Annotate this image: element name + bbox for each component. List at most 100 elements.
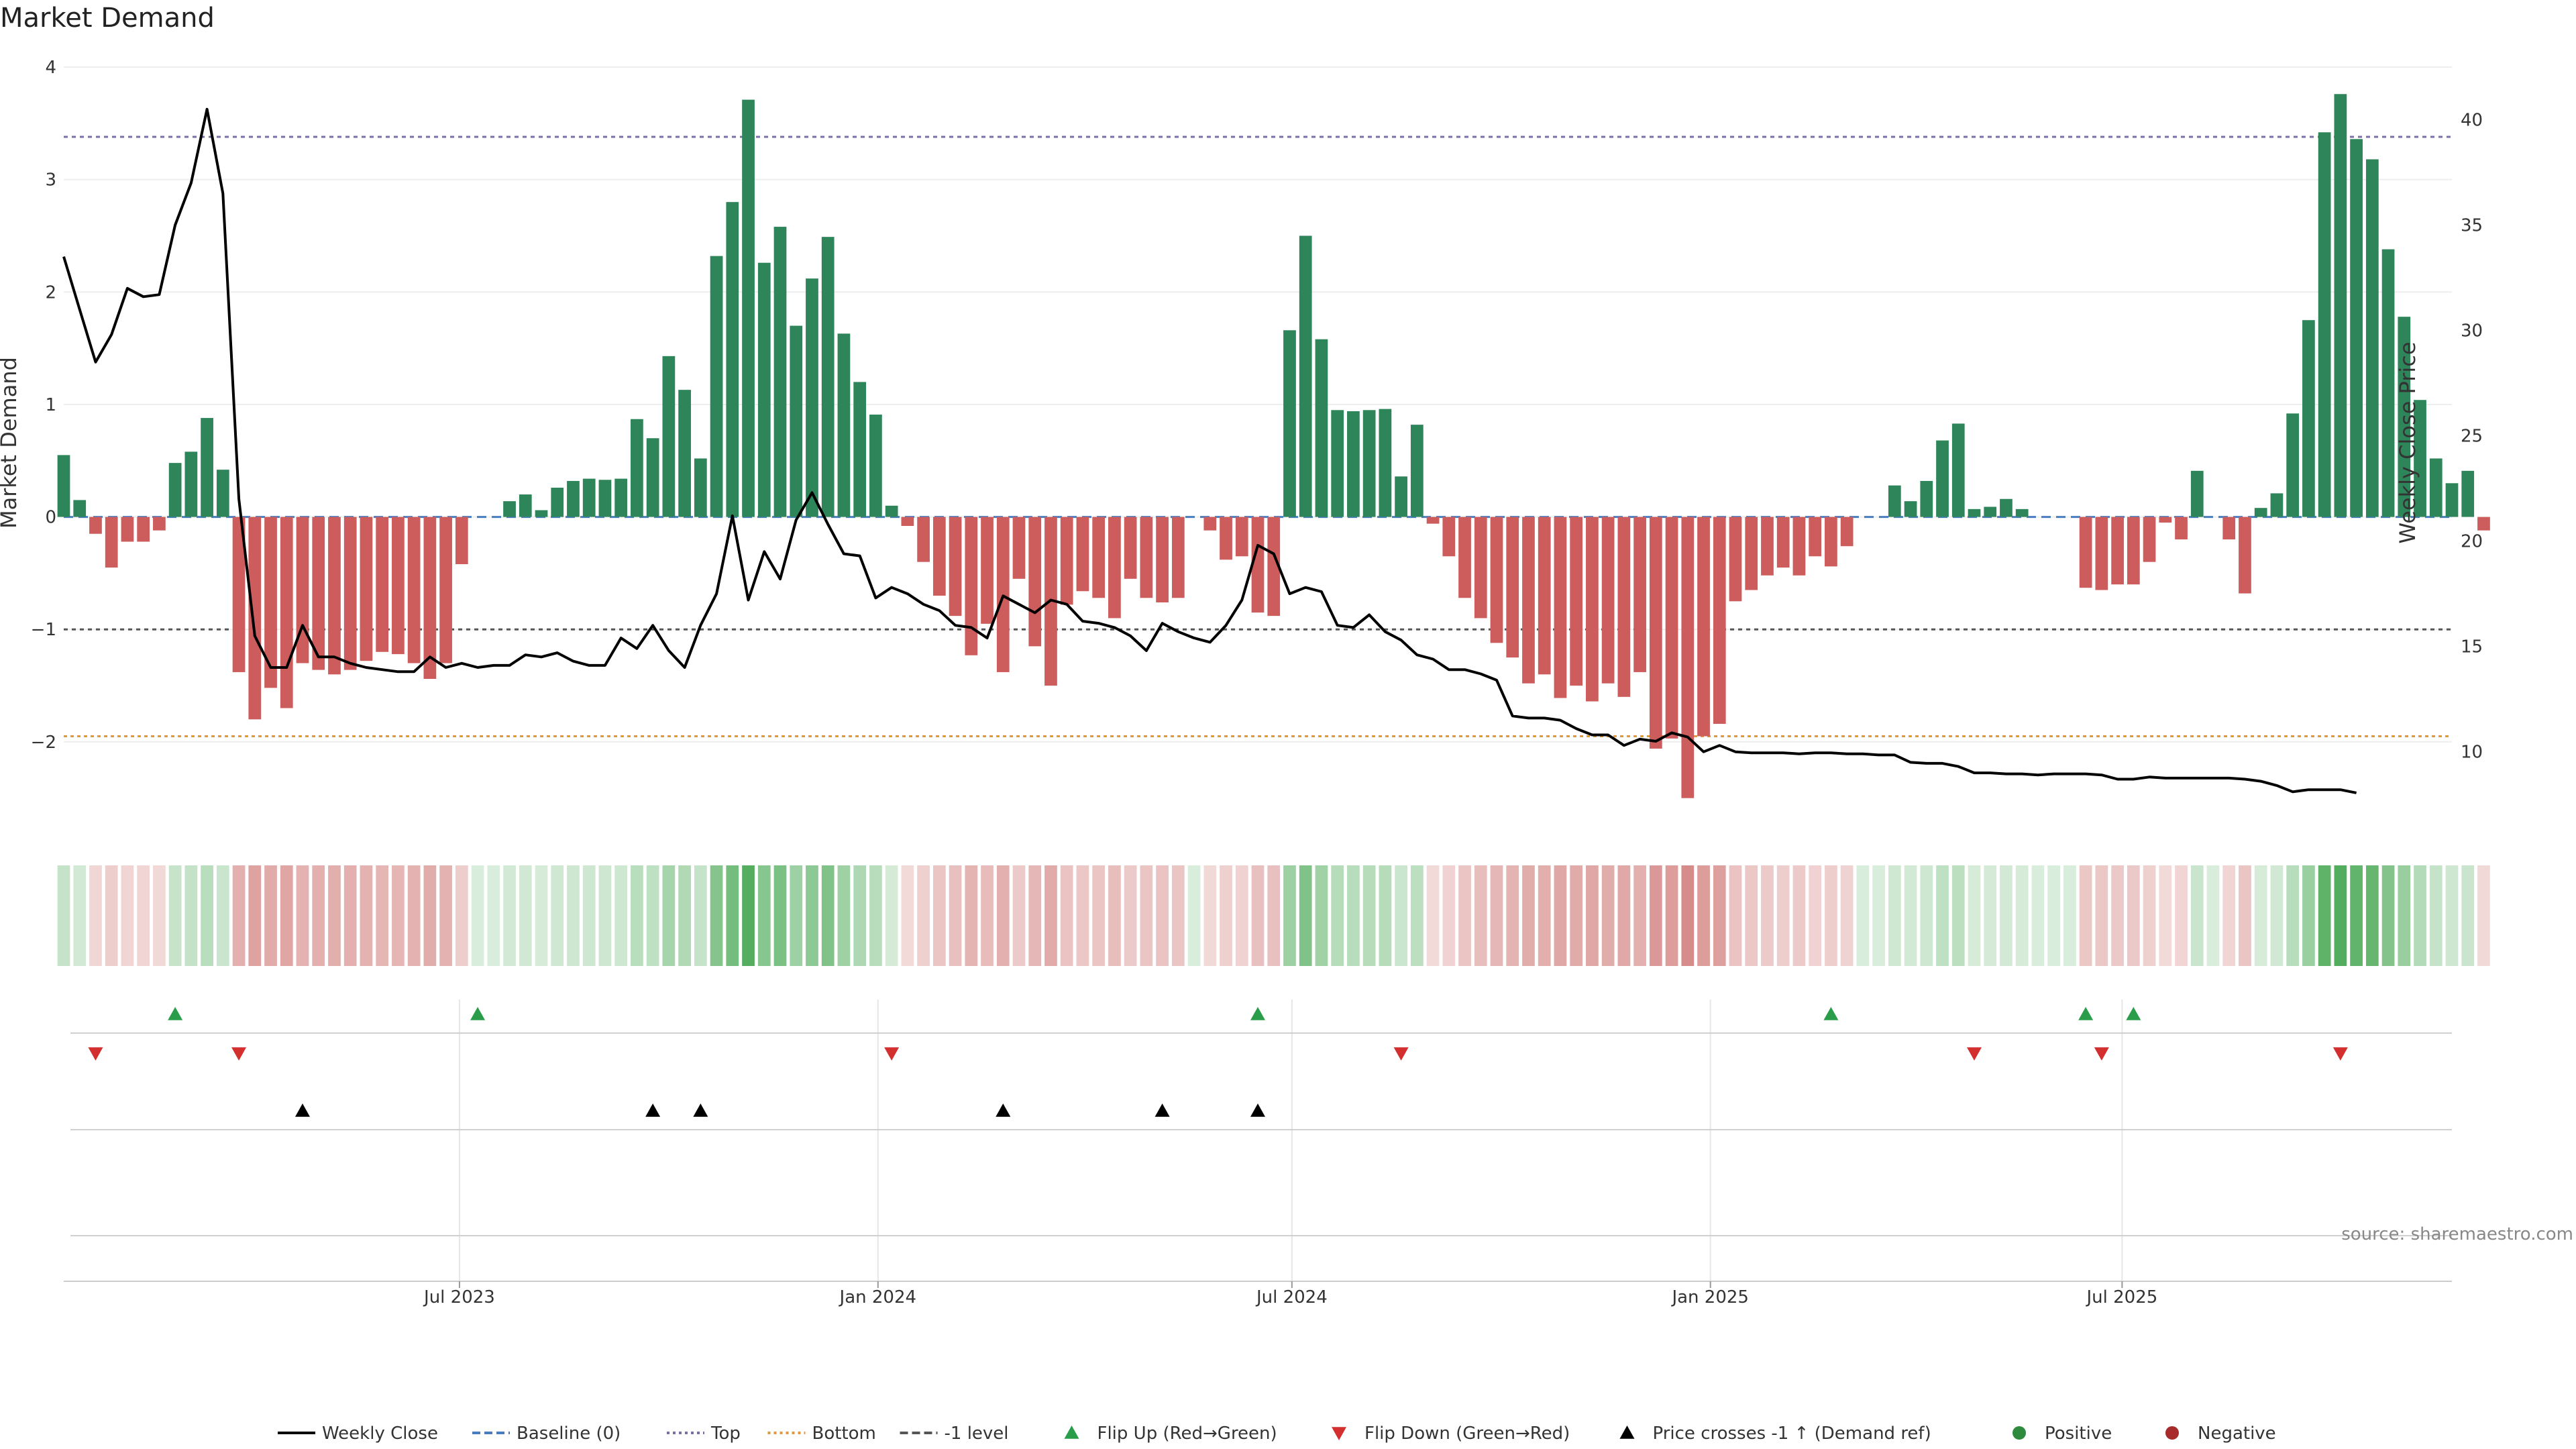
price-cross-marker [1155, 1104, 1170, 1117]
heat-cell [2031, 865, 2045, 966]
heat-cell [1076, 865, 1089, 966]
heat-cell [1474, 865, 1487, 966]
heat-cell [1776, 865, 1790, 966]
demand-bar [328, 517, 341, 675]
demand-bar [2159, 517, 2172, 523]
heat-cell [2111, 865, 2124, 966]
demand-bar [631, 419, 643, 517]
heat-cell [1872, 865, 1885, 966]
legend-label: Positive [2045, 1424, 2112, 1444]
demand-bar [1729, 517, 1742, 602]
heat-cell [2095, 865, 2108, 966]
demand-bar [869, 415, 882, 517]
heat-cell [614, 865, 628, 966]
demand-bar [2143, 517, 2156, 562]
demand-bar [1474, 517, 1487, 619]
heat-cell [105, 865, 118, 966]
demand-bar [1299, 235, 1312, 517]
heat-cell [2000, 865, 2012, 966]
demand-bar [2254, 508, 2267, 517]
heat-cell [965, 865, 978, 966]
legend-marker [1064, 1426, 1079, 1439]
heat-cell [2239, 865, 2251, 966]
heat-cell [1904, 865, 1917, 966]
heat-cell [1442, 865, 1456, 966]
demand-bar [248, 517, 262, 720]
weekly-close-line [62, 107, 2357, 794]
demand-bar [360, 517, 373, 661]
x-tick-label: Jul 2025 [2085, 1287, 2157, 1307]
demand-bar [1570, 517, 1583, 686]
y-tick-label: −1 [31, 620, 56, 640]
heat-cell [726, 865, 739, 966]
heat-cell [2318, 865, 2331, 966]
demand-bar [1283, 330, 1296, 517]
demand-bar [57, 455, 70, 517]
y-tick-label: 0 [45, 508, 56, 528]
demand-bar [1697, 517, 1710, 737]
y2-tick-label: 10 [2461, 743, 2483, 763]
demand-bar [105, 517, 118, 568]
heat-cell [121, 865, 134, 966]
demand-bar [2318, 132, 2331, 517]
demand-bar [901, 517, 914, 526]
flip-down-marker [2094, 1047, 2109, 1061]
price-cross-marker [693, 1104, 708, 1117]
heat-cell [57, 865, 70, 966]
demand-bar [1538, 517, 1551, 675]
heat-cell [1283, 865, 1296, 966]
heat-cell [184, 865, 198, 966]
demand-bar [1713, 517, 1726, 724]
heat-cell [392, 865, 405, 966]
heat-cell [631, 865, 643, 966]
demand-bar [2190, 470, 2204, 517]
demand-bar [1984, 506, 1997, 517]
heat-cell [1601, 865, 1615, 966]
heat-cell [2414, 865, 2426, 966]
heat-cell [343, 865, 357, 966]
demand-bar [1267, 517, 1281, 616]
demand-bar [1665, 517, 1678, 739]
demand-bar [1761, 517, 1774, 576]
heat-cell [1697, 865, 1710, 966]
heat-cell [551, 865, 564, 966]
heat-cell [1331, 865, 1344, 966]
demand-bar [423, 517, 437, 679]
y2-tick-label: 30 [2461, 321, 2483, 341]
demand-bar [773, 227, 787, 517]
heat-cell [678, 865, 691, 966]
demand-bar [2079, 517, 2092, 588]
heat-cell [1840, 865, 1854, 966]
demand-bar [1171, 517, 1185, 598]
demand-bar [1347, 411, 1360, 517]
heat-cell [1140, 865, 1153, 966]
demand-bar [1331, 410, 1344, 517]
demand-bar [137, 517, 150, 542]
heat-cell [2445, 865, 2459, 966]
demand-bar [216, 470, 229, 517]
demand-bar [1442, 517, 1456, 557]
heat-cell [1299, 865, 1312, 966]
heat-cell [1936, 865, 1949, 966]
demand-bar [168, 463, 182, 517]
heat-cell [280, 865, 293, 966]
heat-cell [455, 865, 468, 966]
heat-cell [1395, 865, 1407, 966]
heat-cell [2270, 865, 2284, 966]
flip-up-marker [2126, 1007, 2141, 1020]
heat-cell [1458, 865, 1471, 966]
flip-down-marker [88, 1047, 103, 1061]
demand-bar [949, 517, 962, 616]
price-cross-marker [996, 1104, 1011, 1117]
heat-cell [216, 865, 229, 966]
demand-bar [1633, 517, 1646, 672]
demand-bar [439, 517, 452, 663]
legend-label: Weekly Close [322, 1424, 438, 1444]
demand-bar [2334, 94, 2347, 517]
demand-bar [917, 517, 930, 562]
demand-bar [1235, 517, 1248, 557]
demand-bar [2350, 139, 2363, 517]
x-tick-label: Jul 2023 [423, 1287, 495, 1307]
heat-cell [1649, 865, 1662, 966]
